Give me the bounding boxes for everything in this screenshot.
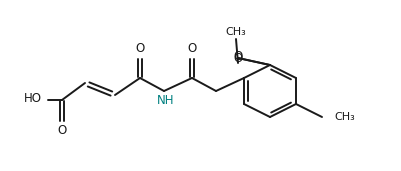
Text: NH: NH [157, 95, 175, 108]
Text: O: O [233, 50, 243, 63]
Text: HO: HO [24, 93, 42, 106]
Text: O: O [136, 43, 145, 56]
Text: O: O [187, 43, 196, 56]
Text: CH₃: CH₃ [226, 27, 246, 37]
Text: CH₃: CH₃ [334, 112, 355, 122]
Text: O: O [57, 124, 67, 137]
Text: O: O [233, 51, 243, 64]
